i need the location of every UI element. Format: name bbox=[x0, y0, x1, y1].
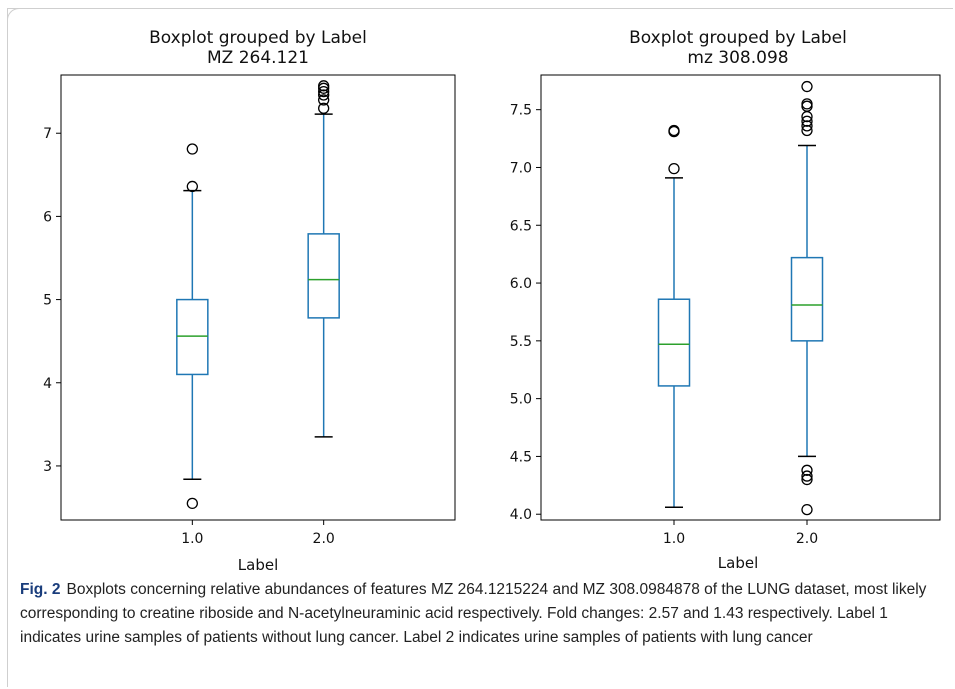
outlier-point bbox=[318, 89, 330, 101]
outlier-point bbox=[801, 115, 813, 127]
outlier-point bbox=[668, 162, 680, 175]
plot-area-frame bbox=[540, 74, 941, 521]
outlier-point bbox=[186, 143, 198, 155]
chart-title: Boxplot grouped by Label bbox=[149, 28, 367, 48]
box-2.0 bbox=[790, 80, 824, 516]
boxes bbox=[176, 80, 340, 510]
y-axis: 4.0 4.5 5.0 5.5 6.0 6.5 7.0 7.5 bbox=[510, 103, 541, 523]
box-1.0 bbox=[176, 143, 209, 510]
boxplot-panel-right: Boxplot grouped by Label mz 308.098 4.04… bbox=[510, 28, 941, 572]
y-tick-label: 7 bbox=[43, 126, 52, 142]
outlier-point bbox=[801, 120, 813, 132]
outlier-point bbox=[801, 470, 813, 482]
y-tick-label: 4 bbox=[43, 376, 52, 392]
figure-frame bbox=[7, 8, 953, 687]
x-tick-label: 2.0 bbox=[313, 531, 335, 547]
y-tick-label: 5.5 bbox=[510, 334, 532, 350]
outlier-point bbox=[318, 85, 330, 98]
outlier-point bbox=[186, 497, 198, 510]
y-tick-label: 6.5 bbox=[510, 218, 532, 234]
box-1.0 bbox=[657, 124, 691, 509]
iqr-box bbox=[790, 256, 824, 342]
outlier-point bbox=[801, 464, 813, 476]
boxes bbox=[657, 80, 824, 516]
boxplot-figure: Boxplot grouped by Label MZ 264.121 3 4 5 6… bbox=[43, 28, 941, 574]
x-tick-label: 2.0 bbox=[796, 531, 818, 547]
chart-subtitle: MZ 264.121 bbox=[207, 48, 309, 68]
y-tick-label: 6.0 bbox=[510, 276, 532, 292]
iqr-box bbox=[307, 233, 340, 319]
outlier-point bbox=[801, 124, 813, 137]
y-axis: 3 4 5 6 7 bbox=[43, 126, 61, 475]
outlier-point bbox=[801, 98, 813, 110]
x-axis: 1.0 2.0 bbox=[181, 520, 335, 547]
figure-caption: Fig. 2 Boxplots concerning relative abund… bbox=[20, 578, 945, 650]
iqr-box bbox=[176, 298, 209, 376]
y-tick-label: 6 bbox=[43, 209, 52, 225]
caption-text: Boxplots concerning relative abundances … bbox=[20, 581, 927, 646]
box-2.0 bbox=[307, 80, 340, 438]
iqr-box bbox=[657, 298, 691, 387]
y-tick-label: 7.5 bbox=[510, 103, 532, 119]
outlier-point bbox=[801, 473, 813, 486]
y-tick-label: 5 bbox=[43, 293, 52, 309]
figure-label: Fig. 2 bbox=[20, 581, 61, 598]
outlier-point bbox=[801, 503, 813, 516]
outlier-point bbox=[318, 102, 330, 114]
chart-subtitle: mz 308.098 bbox=[687, 48, 788, 68]
x-axis-label: Label bbox=[238, 556, 278, 574]
boxplot-panel-left: Boxplot grouped by Label MZ 264.121 3 4 5 6… bbox=[43, 28, 456, 574]
y-tick-label: 3 bbox=[43, 459, 52, 475]
outlier-point bbox=[668, 124, 680, 137]
x-tick-label: 1.0 bbox=[181, 531, 203, 547]
x-tick-label: 1.0 bbox=[663, 531, 685, 547]
y-tick-label: 4.5 bbox=[510, 449, 532, 465]
chart-title: Boxplot grouped by Label bbox=[629, 28, 847, 48]
y-tick-label: 5.0 bbox=[510, 392, 532, 408]
x-axis-label: Label bbox=[718, 554, 758, 572]
outlier-point bbox=[318, 94, 330, 106]
outlier-point bbox=[318, 80, 330, 92]
outlier-point bbox=[801, 80, 813, 93]
y-tick-label: 4.0 bbox=[510, 507, 532, 523]
outlier-point bbox=[186, 180, 198, 193]
outlier-point bbox=[801, 100, 813, 112]
plot-area-frame bbox=[60, 74, 456, 521]
x-axis: 1.0 2.0 bbox=[663, 520, 818, 547]
y-tick-label: 7.0 bbox=[510, 160, 532, 176]
